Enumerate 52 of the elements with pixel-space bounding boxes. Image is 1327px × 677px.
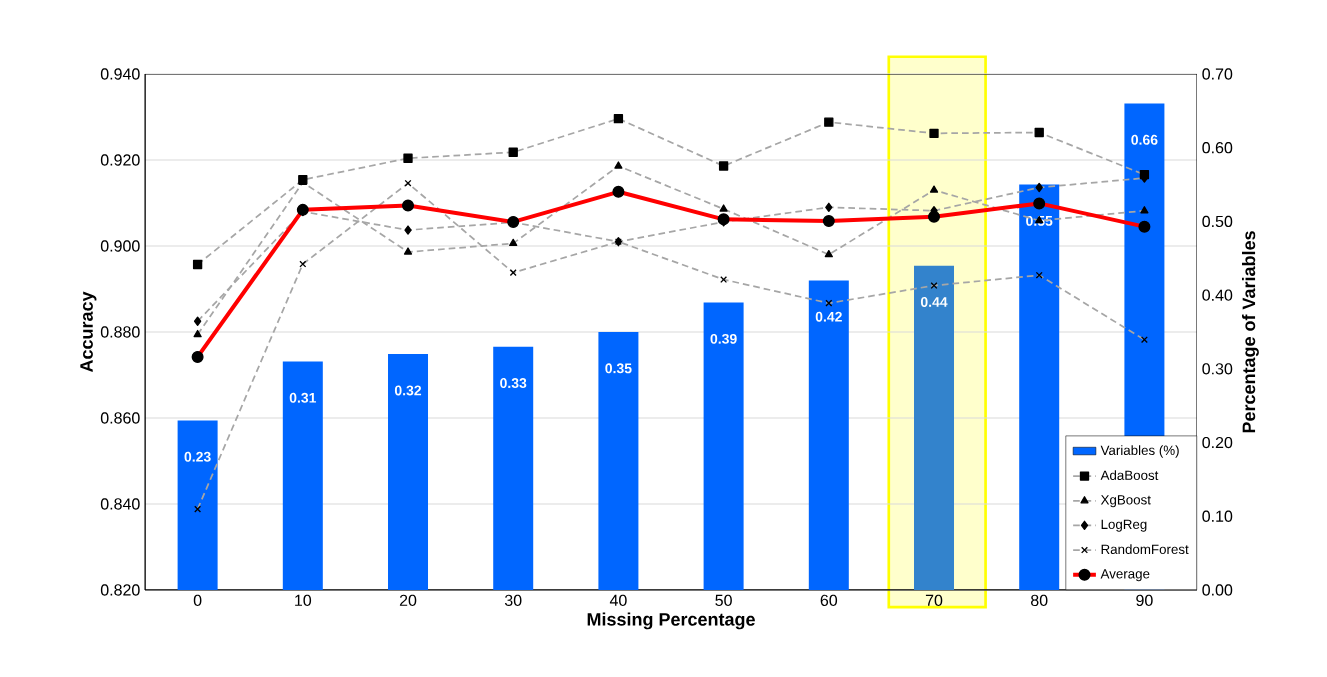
y-tick-label: 0.820 xyxy=(100,584,140,596)
y-axis-title: Accuracy xyxy=(80,291,97,373)
y-tick-label: 0.940 xyxy=(100,68,140,80)
y2-tick-label: 0.50 xyxy=(1202,215,1233,228)
legend-label: AdaBoost xyxy=(1100,470,1159,480)
legend-label: Variables (%) xyxy=(1100,445,1179,458)
x-tick-label: 0 xyxy=(193,594,202,607)
x-tick-label: 10 xyxy=(295,594,312,607)
bar xyxy=(598,331,639,590)
data-label: 0.42 xyxy=(815,311,842,322)
x-tick-label: 30 xyxy=(504,594,522,607)
y2-axis-title: Percentage of Variables xyxy=(1242,231,1259,433)
x-tick-label: 60 xyxy=(820,594,838,607)
x-tick-label: 20 xyxy=(399,594,417,607)
y-tick-label: 0.860 xyxy=(100,412,140,424)
x-tick-label: 50 xyxy=(715,594,732,607)
x-axis-title: Missing Percentage xyxy=(587,612,755,630)
x-tick-label: 80 xyxy=(1031,594,1048,607)
data-label: 0.35 xyxy=(605,363,632,374)
bar xyxy=(1019,184,1060,590)
y-tick-label: 0.920 xyxy=(100,154,140,166)
y2-tick-label: 0.10 xyxy=(1202,510,1233,522)
x-tick-label: 40 xyxy=(609,594,627,607)
y2-tick-label: 0.70 xyxy=(1202,68,1233,80)
bar xyxy=(493,346,534,590)
bar xyxy=(388,354,429,590)
bar xyxy=(282,361,323,590)
y2-tick-label: 0.40 xyxy=(1202,289,1233,301)
data-label: 0.31 xyxy=(289,392,317,403)
data-label: 0.66 xyxy=(1131,134,1158,145)
bar xyxy=(914,265,955,590)
y-tick-label: 0.880 xyxy=(100,326,140,338)
data-label: 0.32 xyxy=(394,385,422,396)
legend-label: LogReg xyxy=(1101,519,1147,532)
x-tick-label: 90 xyxy=(1136,594,1153,607)
x-tick-label: 70 xyxy=(925,594,943,607)
y2-tick-label: 0.60 xyxy=(1202,142,1233,154)
data-label: 0.33 xyxy=(500,378,527,389)
legend-label: RandomForest xyxy=(1101,544,1189,554)
legend-label: Average xyxy=(1100,569,1150,582)
y-tick-label: 0.900 xyxy=(100,240,140,252)
data-label: 0.44 xyxy=(920,297,948,307)
bar xyxy=(808,280,849,590)
y2-tick-label: 0.20 xyxy=(1202,436,1233,449)
y2-tick-label: 0.00 xyxy=(1202,584,1233,596)
bar xyxy=(177,420,218,590)
y2-tick-label: 0.30 xyxy=(1202,363,1233,375)
legend-label: XgBoost xyxy=(1100,495,1151,508)
data-label: 0.23 xyxy=(184,451,211,462)
bar xyxy=(703,302,744,590)
data-label: 0.39 xyxy=(710,333,737,344)
y-tick-label: 0.840 xyxy=(100,498,140,510)
